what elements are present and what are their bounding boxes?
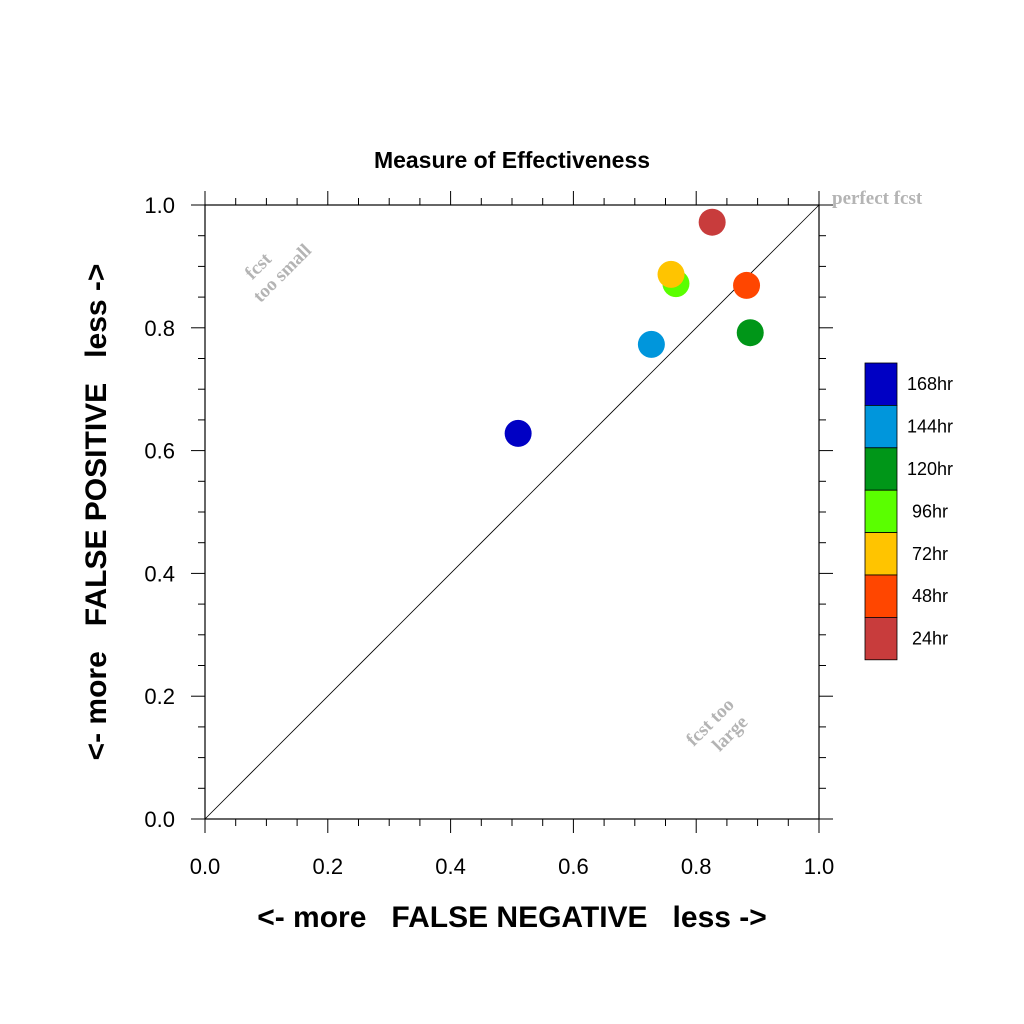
legend-label-144hr: 144hr — [907, 417, 953, 437]
legend-label-120hr: 120hr — [907, 459, 953, 479]
chart-title: Measure of Effectiveness — [374, 147, 650, 173]
legend-swatch-144hr — [864, 404, 898, 449]
x-tick-label: 0.0 — [190, 854, 221, 879]
point-120hr — [736, 319, 764, 347]
legend-label-24hr: 24hr — [912, 629, 948, 649]
too-small-annotation: fcst too small — [241, 240, 316, 307]
perfect-forecast-annotation: perfect fcst — [832, 188, 923, 209]
legend-swatch-168hr — [864, 362, 898, 406]
axis-ticks — [191, 191, 833, 833]
legend-swatch-72hr — [864, 532, 898, 576]
y-tick-label: 0.2 — [144, 684, 175, 709]
legend: 168hr 144hr 120hr 96hr 72hr 48hr 24hr — [864, 362, 953, 661]
legend-label-48hr: 48hr — [912, 586, 948, 606]
y-tick-label: 0.8 — [144, 316, 175, 341]
y-tick-label: 0.6 — [144, 439, 175, 464]
y-tick-label: 0.0 — [144, 807, 175, 832]
point-48hr — [733, 271, 761, 299]
diagonal-reference-line — [204, 204, 820, 820]
legend-swatch-120hr — [864, 447, 898, 491]
y-tick-label: 1.0 — [144, 193, 175, 218]
y-tick-label: 0.4 — [144, 561, 175, 586]
x-tick-label: 0.4 — [435, 854, 466, 879]
point-168hr — [504, 419, 532, 447]
x-tick-label: 1.0 — [804, 854, 835, 879]
x-tick-labels: 0.0 0.2 0.4 0.6 0.8 1.0 — [190, 854, 835, 879]
legend-label-168hr: 168hr — [907, 374, 953, 394]
legend-label-96hr: 96hr — [912, 501, 948, 521]
legend-swatch-96hr — [864, 489, 898, 534]
point-72hr — [657, 260, 685, 288]
x-axis-title: <- more FALSE NEGATIVE less -> — [257, 901, 767, 934]
legend-swatch-24hr — [864, 617, 898, 661]
x-tick-label: 0.2 — [313, 854, 344, 879]
legend-swatch-48hr — [864, 574, 898, 618]
x-tick-label: 0.6 — [558, 854, 589, 879]
y-tick-labels: 0.0 0.2 0.4 0.6 0.8 1.0 — [144, 193, 175, 832]
point-24hr — [698, 208, 726, 236]
y-axis-title: <- more FALSE POSITIVE less -> — [80, 264, 113, 761]
point-144hr — [637, 330, 665, 358]
data-points — [504, 208, 764, 447]
too-large-annotation: fcst too large — [682, 694, 752, 755]
legend-label-72hr: 72hr — [912, 544, 948, 564]
x-tick-label: 0.8 — [681, 854, 712, 879]
